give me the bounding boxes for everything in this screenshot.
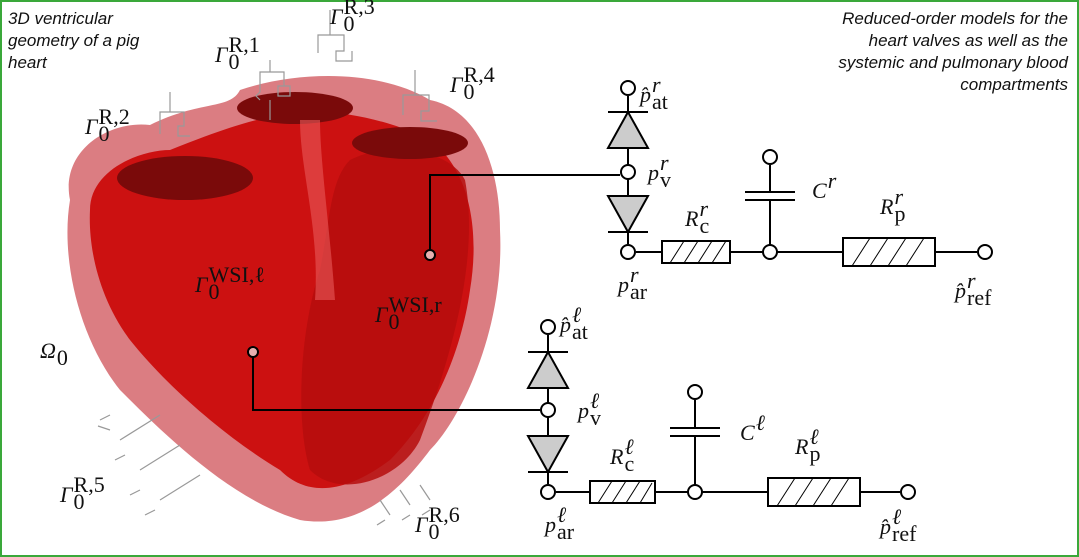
- math-sub: 0: [209, 279, 220, 304]
- math-label: Γ: [449, 72, 464, 97]
- math-sub: c: [624, 451, 634, 476]
- math-sub: at: [572, 319, 588, 344]
- annotation-line: geometry of a pig: [8, 31, 140, 50]
- math-label: p: [646, 160, 659, 185]
- math-label: R: [879, 194, 894, 219]
- math-label: Γ: [374, 302, 389, 327]
- math-label: Γ: [194, 272, 209, 297]
- math-sub: 0: [344, 11, 355, 36]
- math-sub: 0: [99, 121, 110, 146]
- math-sup: r: [828, 168, 837, 193]
- math-sub: 0: [464, 79, 475, 104]
- annotation-line: heart valves as well as the: [869, 31, 1068, 50]
- math-label: Γ: [329, 4, 344, 29]
- math-label: p̂: [878, 514, 891, 539]
- math-label: p̂: [953, 278, 966, 303]
- math-sub: ref: [892, 521, 917, 546]
- math-sub: at: [652, 89, 668, 114]
- math-sub: ar: [630, 279, 648, 304]
- annotation-line: compartments: [960, 75, 1068, 94]
- math-label: p̂: [638, 82, 651, 107]
- math-label: p: [543, 512, 556, 537]
- math-sub: p: [894, 201, 905, 226]
- math-label: C: [812, 178, 827, 203]
- math-label: R: [609, 444, 624, 469]
- math-label: C: [740, 420, 755, 445]
- math-label: p: [616, 272, 629, 297]
- math-label: p: [576, 398, 589, 423]
- math-sub: 0: [57, 345, 68, 370]
- math-label: Γ: [59, 482, 74, 507]
- annotation-line: 3D ventricular: [8, 9, 114, 28]
- annotation-line: heart: [8, 53, 48, 72]
- math-sub: p: [809, 441, 820, 466]
- math-sup: ℓ: [756, 410, 766, 435]
- math-label: p̂: [558, 312, 571, 337]
- diagram: 3D ventricular geometry of a pig heart Redu…: [0, 0, 1079, 557]
- math-sub: v: [660, 167, 671, 192]
- math-sub: 0: [74, 489, 85, 514]
- math-sub: ref: [967, 285, 992, 310]
- math-label: Γ: [414, 512, 429, 537]
- math-sub: ar: [557, 519, 575, 544]
- annotation-line: Reduced-order models for the: [842, 9, 1068, 28]
- annotation-line: systemic and pulmonary blood: [838, 53, 1068, 72]
- math-label: Ω: [40, 338, 56, 363]
- math-sub: 0: [389, 309, 400, 334]
- math-label: Γ: [214, 42, 229, 67]
- math-sub: 0: [229, 49, 240, 74]
- math-label: R: [684, 206, 699, 231]
- math-sub: v: [590, 405, 601, 430]
- math-sub: c: [699, 213, 709, 238]
- math-label: R: [794, 434, 809, 459]
- math-label: Γ: [84, 114, 99, 139]
- math-sub: 0: [429, 519, 440, 544]
